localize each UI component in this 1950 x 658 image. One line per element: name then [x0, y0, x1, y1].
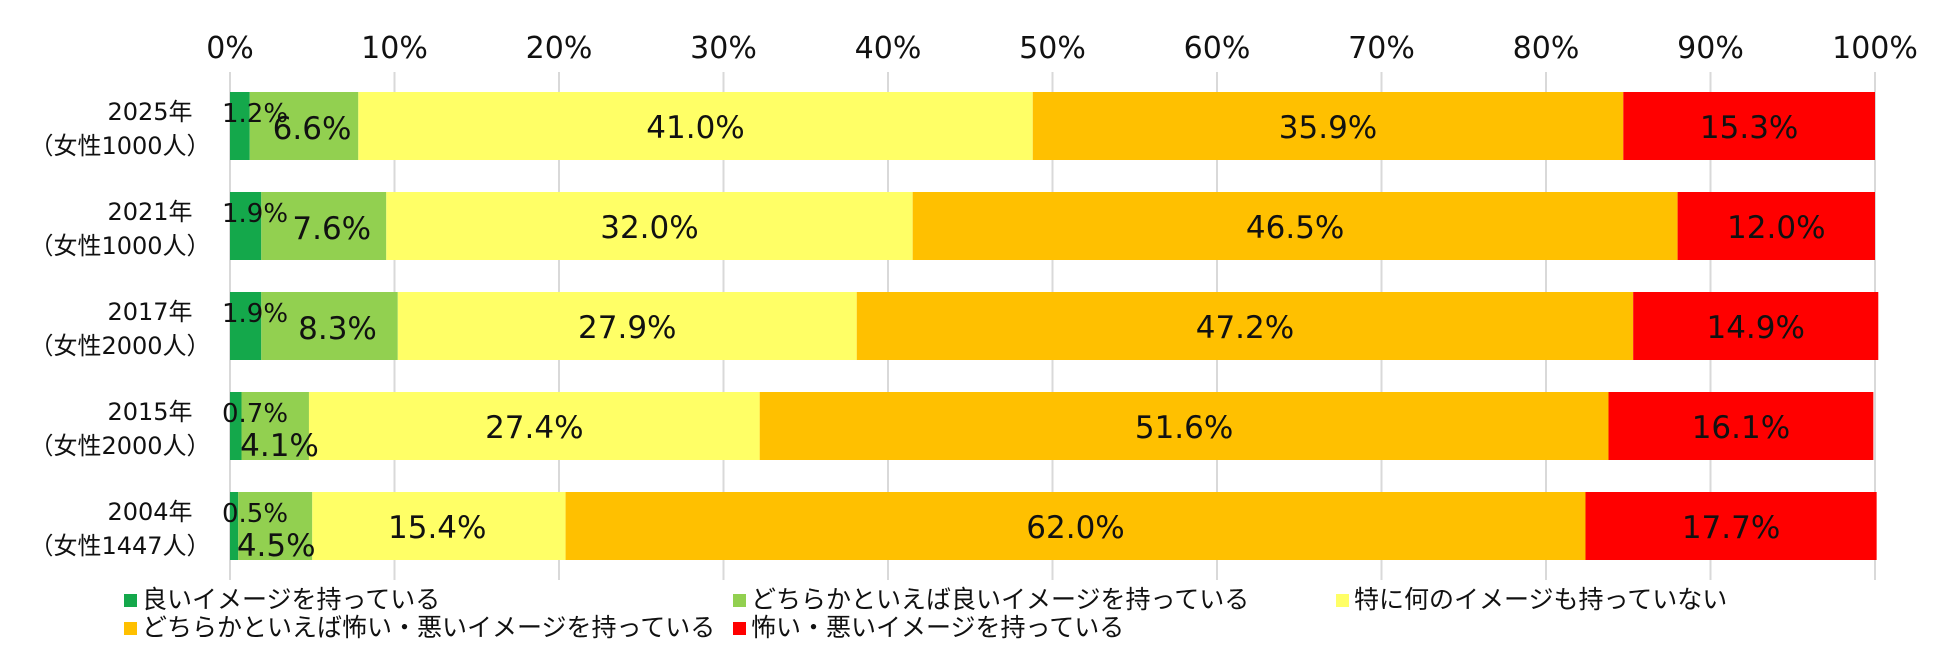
data-label: 12.0%	[1727, 210, 1825, 246]
category-year: 2004年	[107, 498, 192, 526]
data-label: 46.5%	[1246, 210, 1344, 246]
bar-segment	[1677, 192, 1875, 260]
legend-swatch	[1336, 594, 1349, 607]
data-label: 4.1%	[240, 428, 319, 464]
data-label: 32.0%	[600, 210, 698, 246]
bar-segment	[230, 292, 262, 360]
legend: 良いイメージを持っている どちらかといえば良いイメージを持っている 特に何のイメージ…	[124, 585, 1727, 642]
category-year: 2017年	[107, 298, 192, 326]
bar-segment	[230, 92, 250, 160]
x-tick-label: 50%	[1019, 31, 1086, 66]
data-label: 15.3%	[1700, 110, 1798, 146]
category-sample: （女性2000人）	[29, 432, 210, 460]
bar-segment	[1608, 392, 1874, 460]
data-label: 1.9%	[222, 199, 288, 229]
bar-segment	[912, 192, 1678, 260]
data-labels: 1.2%6.6% 41.0% 35.9% 15.3%1.9% 7.6% 32.0% 46.5…	[222, 99, 1826, 564]
data-label: 7.6%	[292, 211, 371, 247]
bar-segment	[238, 492, 313, 560]
data-label: 17.7%	[1682, 510, 1780, 546]
bar-segment	[230, 492, 239, 560]
legend-label: 良いイメージを持っている	[142, 585, 440, 614]
x-tick-label: 70%	[1348, 31, 1415, 66]
data-label: 16.1%	[1692, 410, 1790, 446]
legend-swatch	[124, 594, 137, 607]
data-label: 41.0%	[646, 110, 744, 146]
bar-segment	[397, 292, 857, 360]
x-axis-ticks: 0% 10% 20% 30% 40% 50% 60% 70% 80% 90% 100%	[206, 31, 1918, 66]
bar-segment	[308, 392, 760, 460]
x-tick-label: 90%	[1677, 31, 1744, 66]
x-tick-label: 30%	[690, 31, 757, 66]
x-tick-label: 20%	[526, 31, 593, 66]
bar-segment	[759, 392, 1609, 460]
category-labels: 2025年 （女性1000人） 2021年 （女性1000人） 2017年 （女性2000…	[29, 98, 210, 560]
legend-label: 特に何のイメージも持っていない	[1354, 585, 1727, 614]
data-label: 4.5%	[237, 528, 316, 564]
x-tick-label: 10%	[361, 31, 428, 66]
bar-segment	[565, 492, 1586, 560]
category-sample: （女性1000人）	[29, 132, 210, 160]
legend-swatch	[733, 622, 746, 635]
category-year: 2025年	[107, 98, 192, 126]
bar-segment	[1633, 292, 1879, 360]
data-label: 27.4%	[485, 410, 583, 446]
bar-segment	[1032, 92, 1624, 160]
bar-segment	[241, 392, 309, 460]
bar-segment	[856, 292, 1634, 360]
bar-segment	[358, 92, 1033, 160]
x-tick-label: 60%	[1184, 31, 1251, 66]
category-sample: （女性2000人）	[29, 332, 210, 360]
data-label: 0.5%	[222, 499, 288, 529]
data-label: 47.2%	[1196, 310, 1294, 346]
x-tick-label: 40%	[855, 31, 922, 66]
bar-segment	[1585, 492, 1877, 560]
bars	[230, 92, 1879, 560]
bar-segment	[230, 192, 262, 260]
x-tick-label: 100%	[1832, 31, 1918, 66]
x-tick-label: 80%	[1513, 31, 1580, 66]
data-label: 51.6%	[1135, 410, 1233, 446]
data-label: 1.2%	[222, 99, 288, 129]
data-label: 27.9%	[578, 310, 676, 346]
legend-swatch	[733, 594, 746, 607]
legend-swatch	[124, 622, 137, 635]
category-sample: （女性1447人）	[29, 532, 210, 560]
data-label: 62.0%	[1026, 510, 1124, 546]
bar-segment	[312, 492, 566, 560]
legend-label: どちらかといえば怖い・悪いイメージを持っている	[142, 613, 715, 642]
data-label: 8.3%	[298, 311, 377, 347]
bar-segment	[230, 392, 242, 460]
bar-segment	[249, 92, 359, 160]
category-sample: （女性1000人）	[29, 232, 210, 260]
data-label: 35.9%	[1279, 110, 1377, 146]
bar-segment	[1623, 92, 1875, 160]
data-label: 0.7%	[222, 399, 288, 429]
bar-segment	[261, 192, 387, 260]
category-year: 2021年	[107, 198, 192, 226]
legend-label: どちらかといえば良いイメージを持っている	[751, 585, 1249, 614]
bar-segment	[386, 192, 913, 260]
data-label: 15.4%	[388, 510, 486, 546]
legend-label: 怖い・悪いイメージを持っている	[751, 613, 1124, 642]
category-year: 2015年	[107, 398, 192, 426]
data-label: 14.9%	[1706, 310, 1804, 346]
data-label: 1.9%	[222, 299, 288, 329]
bar-segment	[261, 292, 398, 360]
data-label: 6.6%	[273, 111, 352, 147]
x-tick-label: 0%	[206, 31, 254, 66]
